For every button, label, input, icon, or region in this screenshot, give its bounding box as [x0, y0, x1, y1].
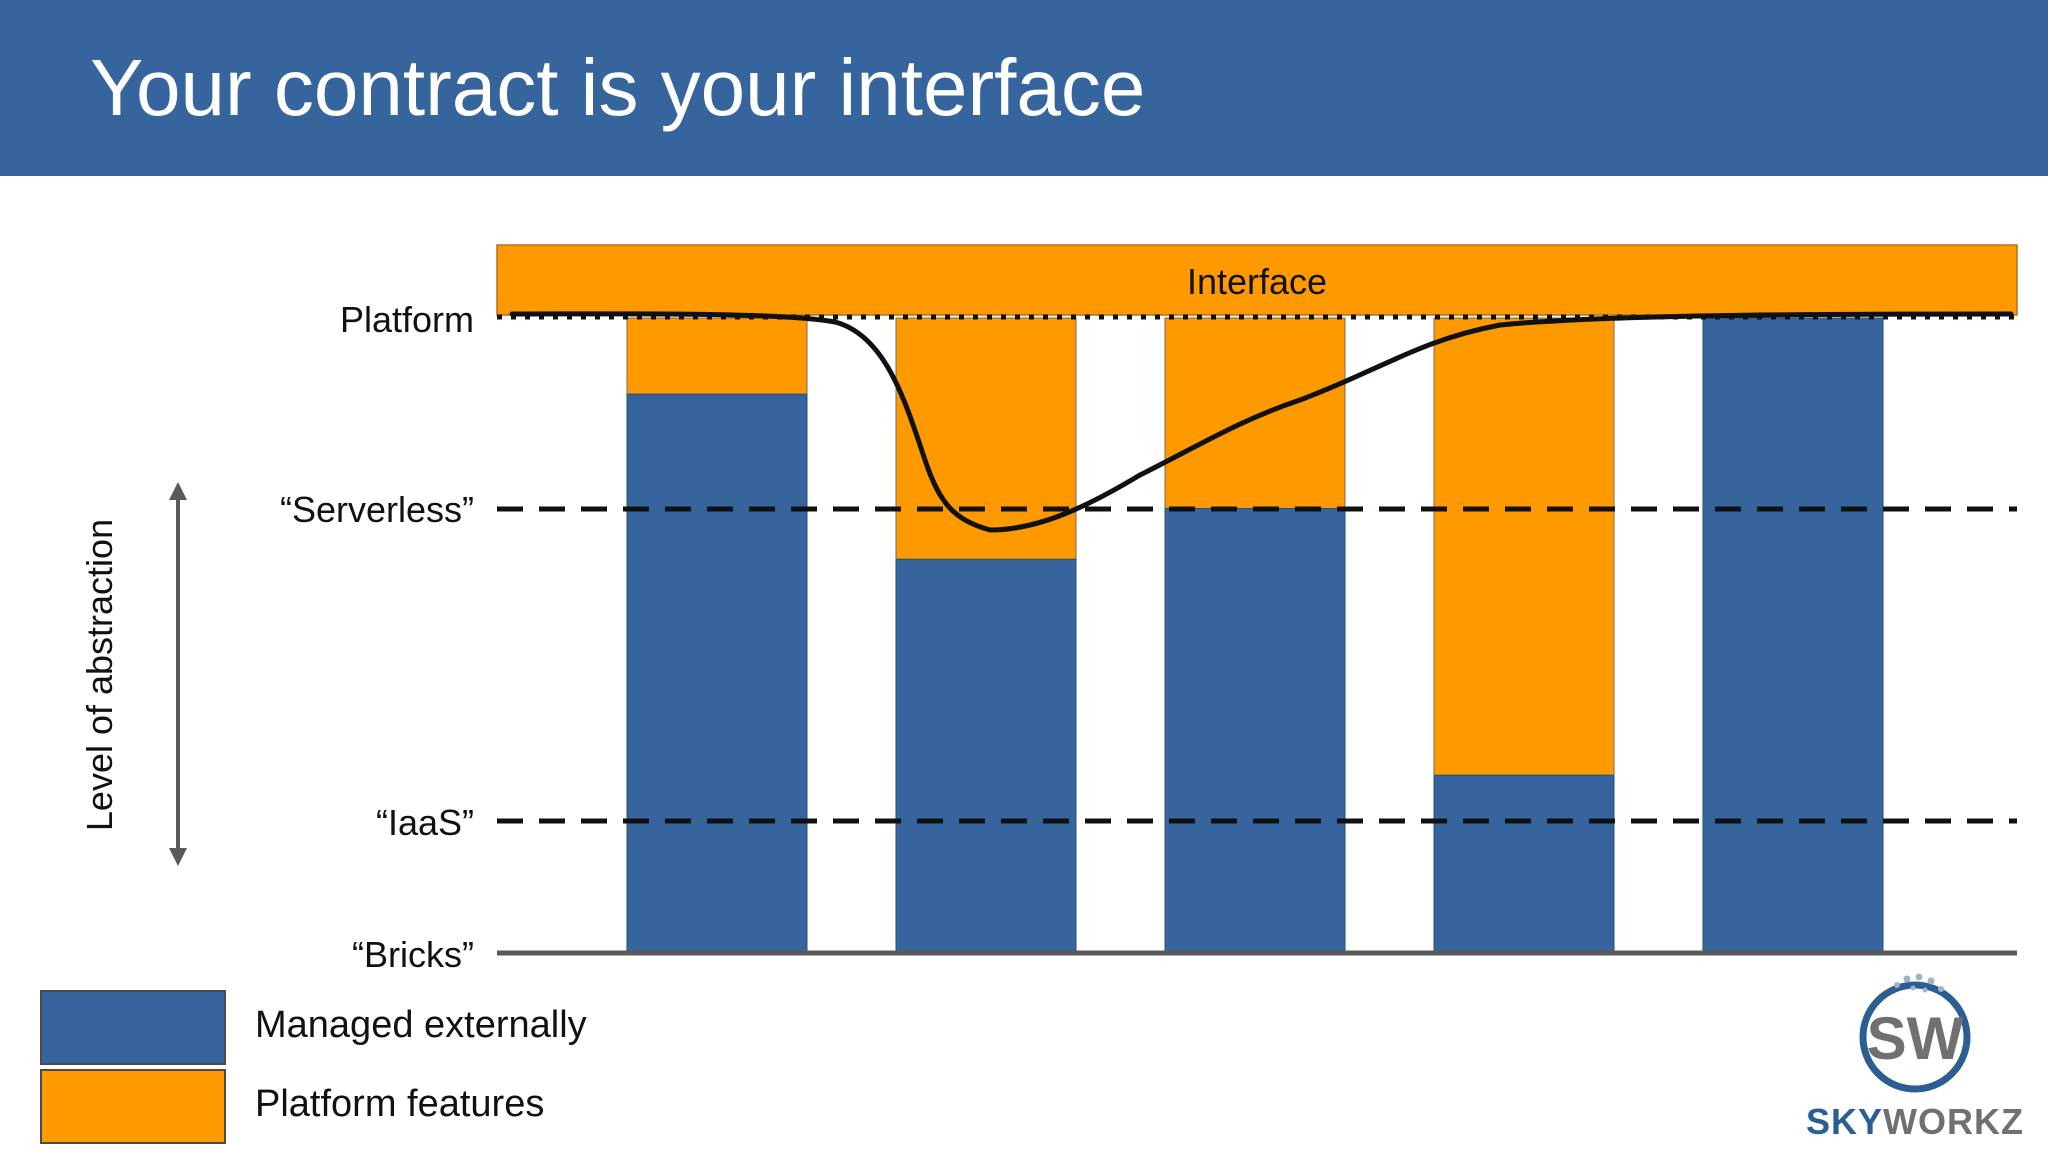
column-5-managed-externally: [1702, 317, 1884, 954]
level-label-iaas: “IaaS”: [375, 802, 474, 843]
logo-emblem-icon: SW: [1859, 973, 1971, 1093]
column-3-platform-features: [1164, 317, 1346, 509]
column-2-platform-features: [895, 317, 1077, 560]
double-arrow-icon: [169, 482, 187, 866]
legend-managed: Managed externally: [40, 990, 740, 1065]
legend-label-platform: Platform features: [255, 1083, 545, 1125]
level-label-platform: Platform: [339, 299, 474, 340]
column-2-managed-externally: [895, 558, 1077, 954]
contract-curve: [509, 311, 2014, 533]
slide-title: Your contract is your interface: [90, 43, 1146, 132]
interface-label: Interface: [1187, 261, 1327, 302]
legend-swatch-managed: [40, 990, 226, 1065]
legend-swatch-platform: [40, 1069, 226, 1144]
column-1-platform-features: [626, 317, 808, 395]
legend-platform: Platform features: [40, 1069, 740, 1144]
level-label-serverless: “Serverless”: [279, 489, 474, 530]
column-1-managed-externally: [626, 393, 808, 954]
column-3-managed-externally: [1164, 508, 1346, 954]
columns: [626, 317, 1884, 954]
logo-brand-sky: SKY: [1806, 1101, 1884, 1142]
logo-wordmark: SKYWORKZ: [1795, 1101, 2035, 1143]
level-label-bricks: “Bricks”: [352, 934, 474, 975]
column-4-managed-externally: [1433, 774, 1615, 954]
level-lines: [497, 314, 2017, 956]
legend-label-managed: Managed externally: [255, 1004, 587, 1046]
column-4-platform-features: [1433, 317, 1615, 776]
skyworkz-logo: SW SKYWORKZ: [1795, 965, 2035, 1145]
logo-brand-workz: WORKZ: [1883, 1101, 2024, 1142]
logo-monogram: SW: [1867, 1005, 1964, 1072]
title-bar: Your contract is your interface: [0, 0, 2048, 176]
axis-title: Level of abstraction: [79, 518, 120, 832]
